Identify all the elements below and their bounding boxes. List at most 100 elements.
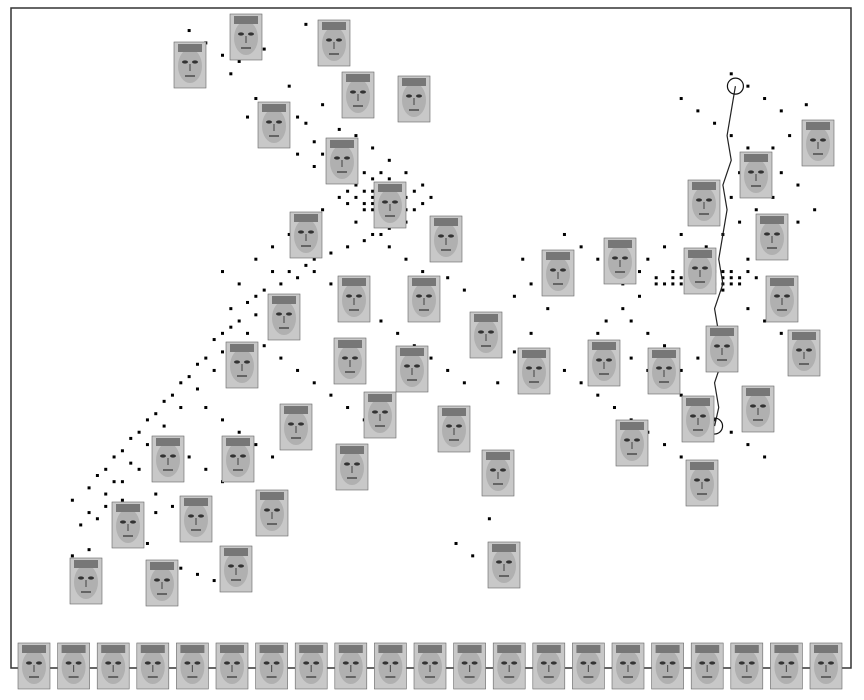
data-point	[721, 288, 725, 292]
data-point	[371, 208, 375, 212]
data-point	[379, 232, 383, 236]
face-thumbnail	[335, 443, 369, 491]
bottom-row-face-thumbnail	[334, 642, 368, 690]
data-point	[562, 368, 566, 372]
data-point	[412, 208, 416, 212]
data-point	[296, 276, 300, 280]
data-point	[521, 257, 525, 261]
bottom-row-face-thumbnail	[769, 642, 804, 690]
face-thumbnail	[317, 19, 351, 67]
data-point	[254, 443, 258, 447]
data-point	[254, 97, 258, 101]
bottom-row-face-thumbnail	[175, 642, 210, 690]
data-point	[221, 331, 224, 335]
data-point	[646, 331, 650, 335]
data-point	[679, 232, 683, 236]
face-thumbnail	[229, 13, 263, 61]
face-thumbnail	[111, 501, 145, 549]
data-point	[738, 171, 742, 175]
data-point	[271, 270, 275, 274]
data-point	[446, 368, 450, 372]
data-point	[279, 356, 283, 360]
data-point	[663, 245, 667, 249]
data-point	[763, 455, 767, 459]
face-thumbnail	[363, 391, 397, 439]
data-point	[779, 171, 783, 175]
data-point	[371, 146, 375, 150]
bottom-row-face-thumbnail	[650, 642, 685, 690]
data-point	[296, 368, 300, 372]
data-point	[646, 257, 650, 261]
data-point	[120, 480, 124, 484]
data-point	[112, 455, 116, 459]
face-thumbnail	[801, 119, 835, 167]
bottom-row-face-thumbnail	[254, 642, 289, 690]
data-point	[412, 189, 416, 193]
data-point	[362, 189, 366, 193]
data-point	[179, 566, 183, 570]
data-point	[421, 270, 425, 274]
data-point	[487, 517, 491, 521]
face-thumbnail	[487, 541, 521, 589]
face-thumbnail	[765, 275, 799, 323]
data-point	[454, 541, 458, 545]
data-point	[362, 171, 366, 175]
data-point	[671, 276, 675, 280]
bottom-row-face-thumbnail	[294, 642, 328, 690]
data-point	[788, 134, 792, 138]
data-point	[763, 97, 767, 101]
face-thumbnail	[69, 557, 103, 605]
data-point	[304, 263, 308, 267]
data-point	[179, 381, 183, 385]
face-thumbnail	[225, 341, 259, 389]
face-thumbnail	[469, 311, 503, 359]
data-point	[229, 325, 233, 329]
bottom-row-face-thumbnail	[96, 642, 130, 690]
data-point	[404, 171, 408, 175]
data-point	[679, 455, 683, 459]
data-point	[179, 406, 183, 410]
data-point	[804, 103, 808, 107]
face-thumbnail	[541, 249, 575, 297]
bottom-row-face-thumbnail	[56, 642, 91, 690]
data-point	[713, 418, 717, 422]
data-point	[546, 307, 550, 311]
data-point	[246, 300, 250, 304]
face-thumbnail	[429, 215, 463, 263]
data-point	[246, 331, 250, 335]
data-point	[262, 47, 266, 51]
face-thumbnail	[337, 275, 371, 323]
data-point	[654, 282, 658, 286]
data-point	[195, 572, 199, 576]
data-point	[663, 443, 667, 447]
data-point	[779, 331, 783, 335]
bottom-row-face-thumbnail	[17, 642, 51, 690]
data-point	[529, 331, 533, 335]
data-point	[329, 393, 333, 397]
data-point	[170, 504, 174, 508]
data-point	[654, 276, 658, 280]
data-point	[371, 177, 375, 181]
data-point	[387, 245, 391, 249]
data-point	[404, 257, 408, 261]
data-point	[287, 84, 291, 88]
trajectory-start-circle	[726, 77, 745, 95]
data-point	[763, 319, 767, 323]
bottom-row-face-thumbnail	[452, 642, 487, 690]
data-point	[729, 270, 733, 274]
data-point	[312, 381, 316, 385]
bottom-row-face-thumbnail	[215, 642, 249, 690]
data-point	[679, 282, 683, 286]
data-point	[679, 276, 683, 280]
face-thumbnail	[705, 325, 739, 373]
bottom-row-face-thumbnail	[136, 642, 170, 690]
data-point	[112, 480, 116, 484]
data-point	[746, 146, 750, 150]
face-thumbnail	[279, 403, 313, 451]
data-point	[429, 356, 433, 360]
data-point	[154, 492, 158, 496]
face-thumbnail	[395, 345, 429, 393]
data-point	[145, 541, 149, 545]
data-point	[346, 189, 350, 193]
data-point	[254, 257, 258, 261]
